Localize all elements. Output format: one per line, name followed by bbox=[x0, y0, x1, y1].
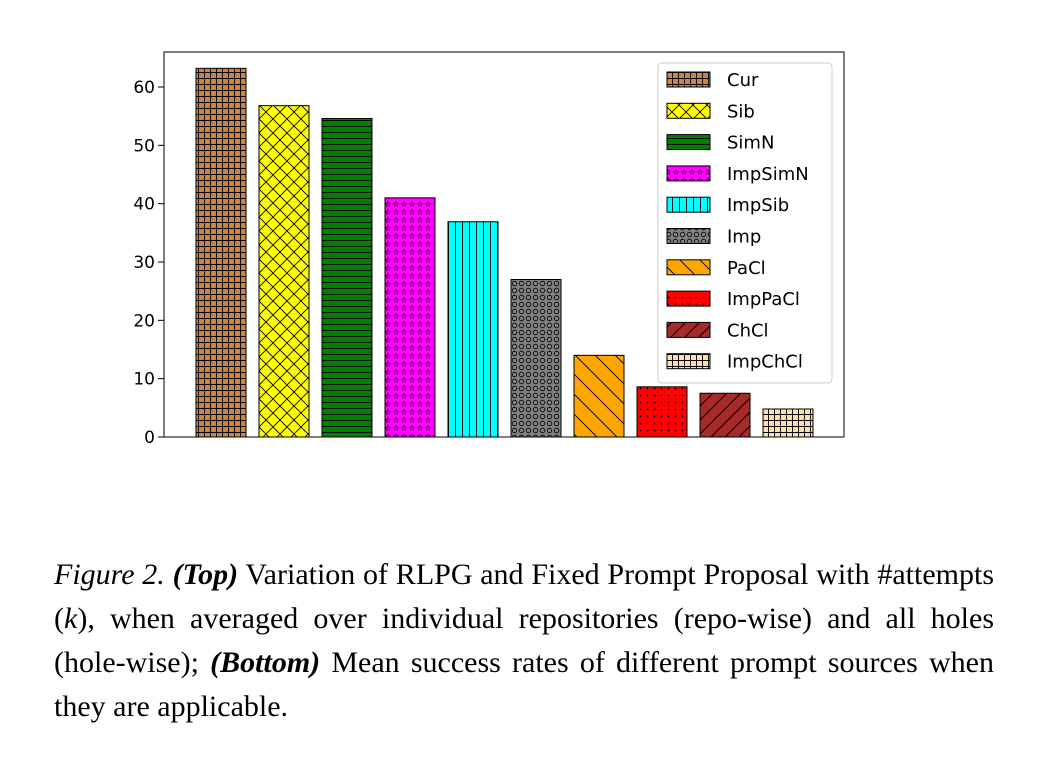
k-variable: k bbox=[64, 602, 78, 635]
bar-hatch-impsimn bbox=[384, 197, 436, 438]
legend-swatch-hatch-cur bbox=[666, 71, 711, 88]
plot-frame bbox=[163, 51, 845, 438]
y-tick-label: 50 bbox=[133, 136, 155, 156]
legend-swatch-hatch-chcl bbox=[666, 321, 711, 338]
y-tick-label: 40 bbox=[133, 195, 155, 215]
legend-label-pacl: PaCl bbox=[727, 258, 766, 279]
legend: CurSibSimNImpSimNImpSibImpPaClImpPaClChC… bbox=[657, 62, 833, 384]
bar-hatch-sib bbox=[258, 105, 310, 438]
figure-caption: Figure 2. (Top) Variation of RLPG and Fi… bbox=[54, 553, 994, 729]
bottom-label: (Bottom) bbox=[210, 646, 321, 679]
legend-swatch-hatch-impsimn bbox=[666, 165, 711, 182]
legend-label-sib: Sib bbox=[727, 101, 755, 122]
legend-swatch-hatch-imppacl bbox=[666, 290, 711, 307]
bar-hatch-imppacl bbox=[636, 386, 688, 438]
top-label: (Top) bbox=[172, 558, 239, 591]
legend-swatch-hatch-sib bbox=[666, 102, 711, 119]
bar-hatch-impchcl bbox=[762, 408, 814, 438]
bars bbox=[195, 67, 814, 438]
legend-swatch-hatch-simn bbox=[666, 134, 711, 151]
legend-label-simn: SimN bbox=[727, 133, 774, 154]
bar-hatch-chcl bbox=[699, 392, 751, 438]
bar-hatch-simn bbox=[321, 118, 373, 438]
legend-label-impchcl: ImpChCl bbox=[727, 352, 803, 373]
legend-swatch-hatch-pacl bbox=[666, 259, 711, 276]
y-tick-label: 0 bbox=[144, 428, 155, 448]
figure-label: Figure 2. bbox=[54, 558, 165, 591]
caption-text-1: Variation of RLPG and Fixed Prompt Propo… bbox=[54, 558, 995, 635]
bar-chart: 0 10 20 30 40 50 60 Cur Sib SimN ImpSimN ImpSib Imp… bbox=[133, 51, 845, 448]
bar-hatch-impsib bbox=[447, 221, 499, 438]
bar-hatch-pacl bbox=[573, 354, 625, 438]
caption-text-3: Mean success rates of different prompt s… bbox=[54, 646, 994, 723]
legend-swatch-hatch-imp bbox=[666, 228, 711, 244]
legend-label-chcl: ChCl bbox=[727, 320, 769, 341]
y-tick-label: 20 bbox=[133, 311, 155, 331]
bar-hatch-imp bbox=[510, 279, 562, 438]
legend-label-cur: Cur bbox=[727, 70, 759, 91]
y-tick-label: 60 bbox=[133, 78, 155, 98]
legend-label-imppacl: ImpPaCl bbox=[727, 289, 800, 310]
axes: 0 10 20 30 40 50 60 bbox=[133, 51, 845, 448]
caption-text-2: ), when averaged over individual reposit… bbox=[54, 602, 994, 679]
legend-swatch-hatch-impchcl bbox=[666, 353, 711, 370]
legend-label-impsib: ImpSib bbox=[727, 195, 789, 216]
y-tick-label: 30 bbox=[133, 253, 155, 273]
legend-swatch-hatch-impsib bbox=[666, 196, 711, 213]
bar-hatch-cur bbox=[195, 67, 247, 438]
y-tick-label: 10 bbox=[133, 370, 155, 390]
legend-label-imp: Imp bbox=[727, 227, 761, 248]
legend-label-impsimn: ImpSimN bbox=[727, 164, 809, 185]
